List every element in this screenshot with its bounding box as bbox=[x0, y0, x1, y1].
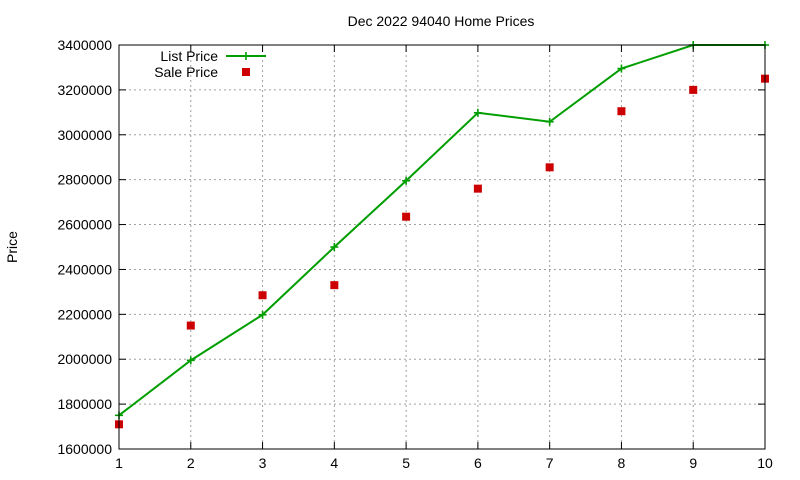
legend-swatch-marker bbox=[242, 68, 250, 76]
y-tick-label: 2800000 bbox=[57, 172, 112, 188]
chart-title: Dec 2022 94040 Home Prices bbox=[348, 13, 535, 29]
sale-price-point bbox=[186, 321, 195, 330]
y-tick-label: 3000000 bbox=[57, 127, 112, 143]
y-axis-label: Price bbox=[4, 231, 20, 263]
y-tick-label: 2400000 bbox=[57, 261, 112, 277]
legend-label: Sale Price bbox=[154, 64, 218, 80]
y-tick-label: 2200000 bbox=[57, 306, 112, 322]
sale-price-point bbox=[402, 212, 411, 221]
x-tick-label: 2 bbox=[187, 455, 195, 471]
sale-price-point bbox=[473, 184, 482, 193]
y-tick-label: 2600000 bbox=[57, 217, 112, 233]
x-tick-label: 1 bbox=[115, 455, 123, 471]
sale-price-point bbox=[545, 163, 554, 172]
x-tick-label: 5 bbox=[402, 455, 410, 471]
x-tick-label: 4 bbox=[330, 455, 338, 471]
x-tick-label: 10 bbox=[757, 455, 773, 471]
grid bbox=[119, 45, 765, 449]
list-price-point bbox=[330, 243, 339, 251]
plot-series bbox=[115, 41, 769, 429]
y-tick-label: 1600000 bbox=[57, 441, 112, 457]
x-tick-label: 9 bbox=[689, 455, 697, 471]
legend-swatch-marker bbox=[242, 52, 250, 60]
x-tick-label: 3 bbox=[259, 455, 267, 471]
sale-price-point bbox=[617, 107, 626, 116]
x-tick-label: 6 bbox=[474, 455, 482, 471]
list-price-point bbox=[186, 356, 195, 365]
list-price-point bbox=[545, 117, 554, 126]
y-tick-label: 1800000 bbox=[57, 396, 112, 412]
y-tick-label: 3200000 bbox=[57, 82, 112, 98]
y-tick-label: 2000000 bbox=[57, 351, 112, 367]
list-price-line bbox=[118, 44, 765, 417]
sale-price-point bbox=[330, 281, 339, 290]
legend-label: List Price bbox=[160, 48, 218, 64]
y-tick-label: 3400000 bbox=[57, 37, 112, 53]
list-price-point bbox=[258, 310, 267, 319]
x-tick-label: 7 bbox=[546, 455, 554, 471]
list-price-point bbox=[473, 108, 482, 117]
sale-price-point bbox=[258, 291, 267, 300]
list-price-point bbox=[402, 176, 411, 185]
x-tick-label: 8 bbox=[618, 455, 626, 471]
axis-ticks: 1600000 1800000 2000000 2200000 2400000 26000… bbox=[57, 37, 773, 471]
sale-price-point bbox=[689, 85, 698, 94]
list-price-point bbox=[617, 64, 626, 73]
plot-frame bbox=[118, 44, 766, 450]
